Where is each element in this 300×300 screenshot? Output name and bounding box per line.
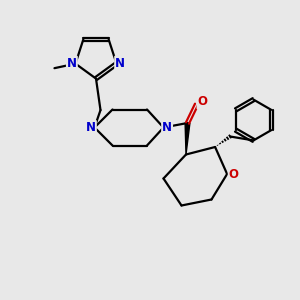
Text: O: O (229, 167, 239, 181)
Polygon shape (185, 123, 190, 154)
Text: N: N (67, 57, 77, 70)
Text: N: N (86, 121, 96, 134)
Text: O: O (197, 95, 208, 109)
Text: N: N (115, 57, 125, 70)
Text: N: N (162, 121, 172, 134)
